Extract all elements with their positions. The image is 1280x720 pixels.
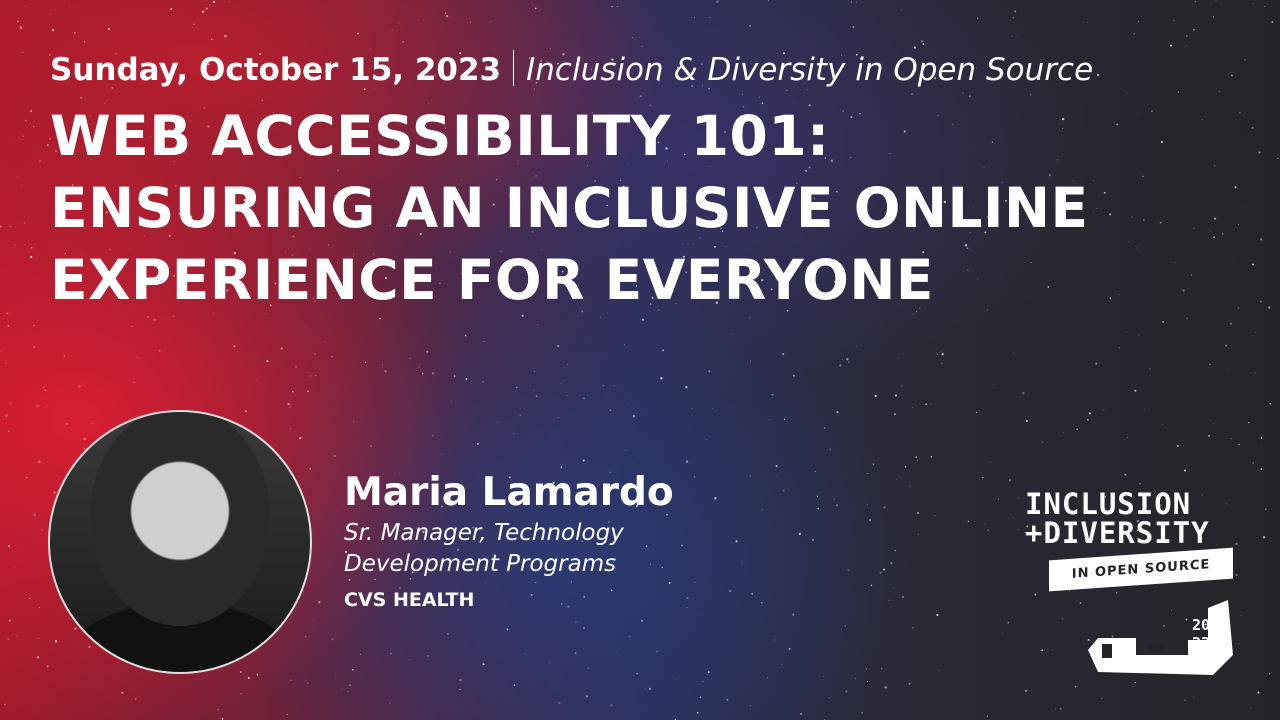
logo-line: INCLUSION (1025, 487, 1192, 521)
track-name: Inclusion & Diversity in Open Source (526, 52, 1094, 88)
ato-year-top: 20 (1192, 616, 1210, 634)
role-line: Sr. Manager, Technology (344, 520, 624, 546)
talk-title: WEB ACCESSIBILITY 101: ENSURING AN INCLU… (50, 100, 1089, 316)
logo-banner: IN OPEN SOURCE (1049, 547, 1233, 592)
title-line: WEB ACCESSIBILITY 101: (50, 104, 830, 168)
role-line: Development Programs (344, 551, 617, 577)
divider (513, 50, 515, 86)
speaker-role: Sr. Manager, Technology Development Prog… (344, 518, 624, 580)
session-header: Sunday, October 15, 2023 Inclusion & Dive… (50, 50, 1093, 88)
ato-2023-logo: 20 23 (1088, 600, 1233, 675)
inclusion-diversity-logo: INCLUSION +DIVERSITY IN OPEN SOURCE (1025, 487, 1235, 592)
speaker-photo (48, 410, 312, 674)
title-line: EXPERIENCE FOR EVERYONE (50, 248, 934, 312)
title-line: ENSURING AN INCLUSIVE ONLINE (50, 176, 1089, 240)
ato-mark-shape (1088, 600, 1233, 675)
speaker-company: CVS HEALTH (344, 589, 475, 611)
ato-year-bottom: 23 (1192, 634, 1210, 652)
speaker-name: Maria Lamardo (344, 470, 674, 515)
logo-line: +DIVERSITY (1025, 516, 1210, 550)
session-date: Sunday, October 15, 2023 (50, 52, 502, 88)
